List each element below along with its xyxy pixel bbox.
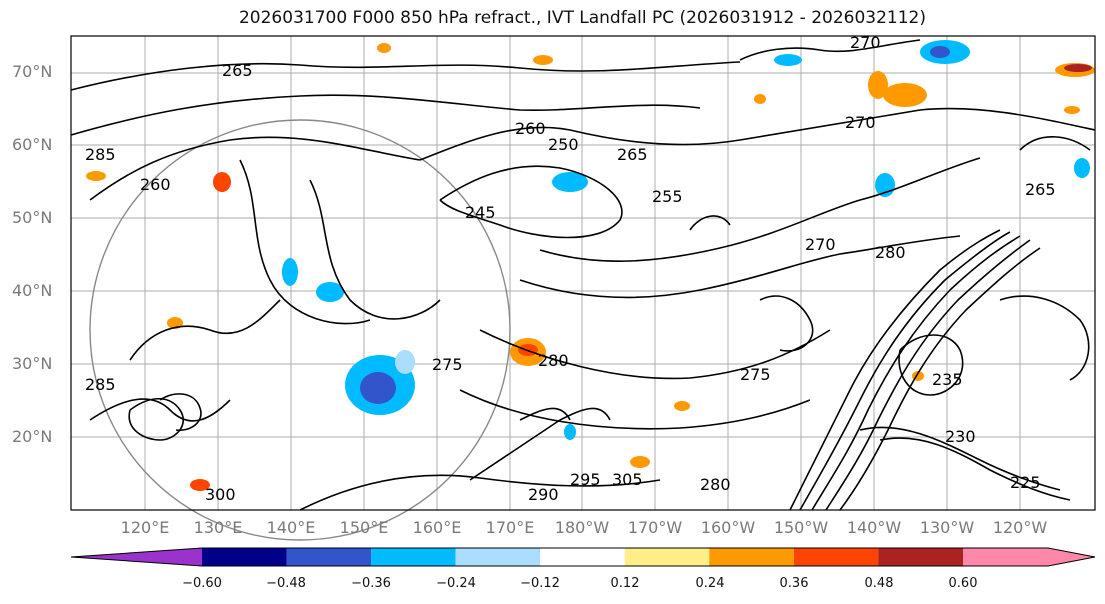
colorbar-segment [202,548,287,566]
colorbar-segment [878,548,963,566]
colorbar-extend-high [963,548,1095,566]
refractivity-contours [70,39,1096,511]
contour-label: 280 [538,351,569,370]
contour-label: 265 [617,145,648,164]
lon-label: 150°W [773,518,829,537]
colorbar-segment [455,548,541,566]
contour-label: 295 [570,470,601,489]
lon-label: 140°W [846,518,902,537]
colorbar [70,547,1096,567]
lon-label: 160°E [412,518,462,537]
contour-label: 250 [548,135,579,154]
map-border [70,35,1096,511]
colorbar-tick: −0.24 [436,576,476,591]
contour-label: 280 [700,475,731,494]
colorbar-segment [286,548,372,566]
contour-label: 235 [932,370,963,389]
contour-label: 270 [850,33,881,52]
lon-label: 180°W [554,518,610,537]
lon-label: 120°E [120,518,170,537]
contour-labels: 270 265 260 250 265 255 245 260 270 280 … [85,33,1056,504]
lon-label: 160°W [700,518,756,537]
colorbar-tick: −0.60 [182,576,222,591]
lon-label: 130°W [919,518,975,537]
map-panel [71,36,1095,510]
colorbar-segment [371,548,456,566]
contour-label: 245 [465,203,496,222]
contour-label: 255 [652,187,683,206]
shaded-anomalies [86,40,1095,491]
contour-label: 275 [432,355,463,374]
colorbar-tick: 0.48 [864,576,894,591]
lon-label: 140°E [266,518,316,537]
lat-label: 30°N [12,354,53,373]
colorbar-segment [624,548,710,566]
colorbar-outline [70,547,1096,567]
lat-label: 70°N [12,62,53,81]
lat-label: 50°N [12,208,53,227]
lon-label: 130°E [193,518,243,537]
lon-label: 120°W [992,518,1048,537]
colorbar-tick: 0.12 [610,576,640,591]
contour-label: 280 [875,243,906,262]
lon-label: 170°W [627,518,683,537]
contour-label: 285 [85,145,116,164]
contour-label: 265 [1025,180,1056,199]
colorbar-segment [540,548,625,566]
contour-label: 270 [805,235,836,254]
colorbar-segment [793,548,879,566]
colorbar-tick: −0.48 [266,576,306,591]
colorbar-tick: −0.36 [351,576,391,591]
contour-label: 260 [515,119,546,138]
colorbar-tick: 0.24 [695,576,725,591]
lat-label: 40°N [12,281,53,300]
map-title: 2026031700 F000 850 hPa refract., IVT La… [238,8,926,28]
colorbar-tick: 0.36 [779,576,809,591]
contour-label: 230 [945,427,976,446]
lat-label: 60°N [12,135,53,154]
colorbar-extend-low [71,548,202,566]
contour-label: 290 [528,485,559,504]
lon-label: 150°E [339,518,389,537]
contour-label: 275 [740,365,771,384]
lon-label: 170°E [485,518,535,537]
contour-label: 285 [85,375,116,394]
contour-label: 225 [1010,473,1041,492]
range-ring [89,119,511,541]
contour-label: 300 [205,485,236,504]
colorbar-segment [709,548,794,566]
colorbar-tick: −0.12 [520,576,560,591]
contour-label: 260 [140,175,171,194]
contour-label: 305 [612,470,643,489]
colorbar-tick: 0.60 [948,576,978,591]
contour-label: 270 [845,113,876,132]
lat-label: 20°N [12,427,53,446]
contour-label: 265 [222,61,253,80]
